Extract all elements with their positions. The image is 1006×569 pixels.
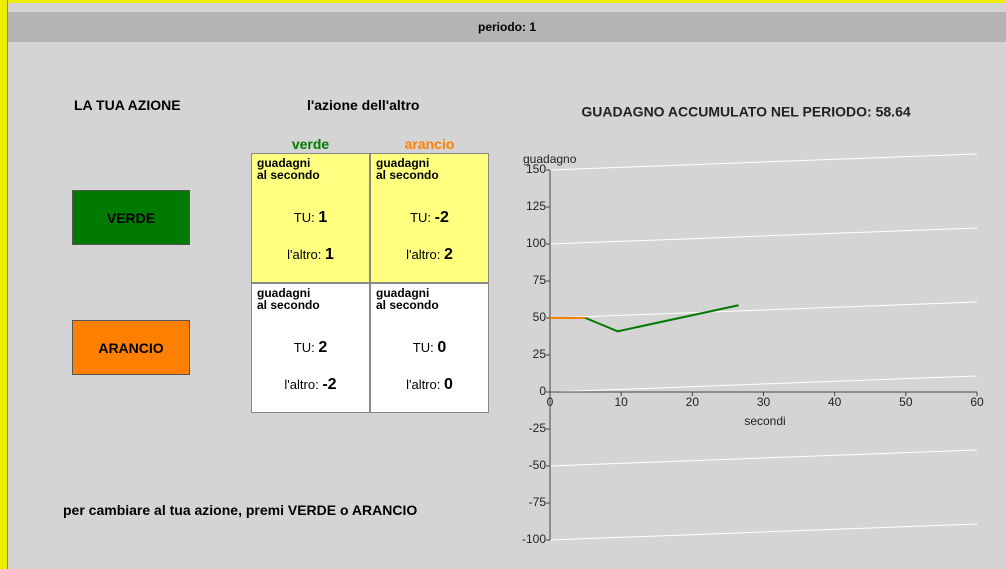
heading-line: guadagni (257, 156, 311, 170)
y-tick-label: 150 (526, 162, 546, 176)
data-line (585, 304, 739, 333)
heading-line: al secondo (376, 168, 439, 182)
label: l'altro: (406, 377, 441, 392)
y-tick-label: -100 (522, 532, 546, 546)
cell-heading: guadagni al secondo (257, 287, 320, 311)
grid-line (549, 449, 978, 467)
y-axis-label: guadagno (523, 152, 577, 166)
instruction: per cambiare al tua azione, premi VERDE … (63, 502, 418, 518)
heading-line: al secondo (257, 168, 320, 182)
label: TU: (293, 340, 315, 355)
heading-line: guadagni (376, 156, 430, 170)
column-header: verde (291, 136, 330, 152)
y-tick-label: 125 (526, 199, 546, 213)
value: -2 (434, 209, 449, 226)
x-tick-label: 40 (828, 395, 842, 409)
frame (0, 0, 8, 569)
grid-line (549, 227, 978, 245)
frame (0, 0, 1006, 3)
green-button[interactable]: VERDE (72, 190, 190, 245)
value: 1 (325, 246, 334, 263)
cell-heading: guadagni al secondo (257, 157, 320, 181)
orange-button[interactable]: ARANCIO (72, 320, 190, 375)
chart-title: GUADAGNO ACCUMULATO NEL PERIODO: 58.64 (581, 104, 911, 120)
x-axis-label: secondi (744, 414, 785, 428)
cell-heading: guadagni al secondo (376, 287, 439, 311)
label: l'altro: (284, 377, 319, 392)
value: 0 (444, 376, 453, 393)
value: 2 (318, 339, 328, 356)
value: 1 (318, 209, 328, 226)
matrix-cell: guadagni al secondo TU: 0 l'altro: 0 (370, 283, 489, 413)
x-tick-label: 10 (614, 395, 628, 409)
label: l'altro: (287, 247, 322, 262)
value: 0 (437, 339, 447, 356)
x-tick-label: 0 (547, 395, 554, 409)
you-payoff: TU: 2 (252, 339, 369, 357)
grid-line (549, 153, 978, 171)
y-tick-label: 0 (539, 384, 546, 398)
heading-line: guadagni (257, 286, 311, 300)
heading-line: al secondo (257, 298, 320, 312)
y-tick-label: 25 (533, 347, 547, 361)
section-title: l'azione dell'altro (307, 97, 420, 113)
label: TU: (412, 340, 434, 355)
heading-line: guadagni (376, 286, 430, 300)
label: l'altro: (406, 247, 441, 262)
other-payoff: l'altro: 0 (371, 376, 488, 394)
grid-line (549, 375, 978, 393)
x-tick-label: 20 (686, 395, 700, 409)
section-title: LA TUA AZIONE (74, 97, 181, 113)
y-tick-label: 100 (526, 236, 546, 250)
y-tick-label: 75 (533, 273, 547, 287)
other-payoff: l'altro: -2 (252, 376, 369, 394)
grid-line (549, 301, 978, 319)
value: -2 (322, 376, 337, 393)
x-tick-label: 50 (899, 395, 913, 409)
y-tick-label: 50 (533, 310, 547, 324)
you-payoff: TU: 1 (252, 209, 369, 227)
you-payoff: TU: -2 (371, 209, 488, 227)
other-payoff: l'altro: 2 (371, 246, 488, 264)
label: TU: (293, 210, 315, 225)
x-tick-label: 60 (970, 395, 984, 409)
y-tick-label: -25 (529, 421, 547, 435)
x-tick-label: 30 (757, 395, 771, 409)
value: 2 (444, 246, 453, 263)
heading-line: al secondo (376, 298, 439, 312)
matrix-cell: guadagni al secondo TU: -2 l'altro: 2 (370, 153, 489, 283)
column-header: arancio (404, 136, 455, 152)
y-tick-label: -75 (529, 495, 547, 509)
grid-line (549, 523, 978, 541)
matrix-cell: guadagni al secondo TU: 1 l'altro: 1 (251, 153, 370, 283)
you-payoff: TU: 0 (371, 339, 488, 357)
label: TU: (410, 210, 432, 225)
matrix-cell: guadagni al secondo TU: 2 l'altro: -2 (251, 283, 370, 413)
y-tick-label: -50 (529, 458, 547, 472)
period-bar: periodo: 1 (8, 12, 1006, 42)
other-payoff: l'altro: 1 (252, 246, 369, 264)
cell-heading: guadagni al secondo (376, 157, 439, 181)
